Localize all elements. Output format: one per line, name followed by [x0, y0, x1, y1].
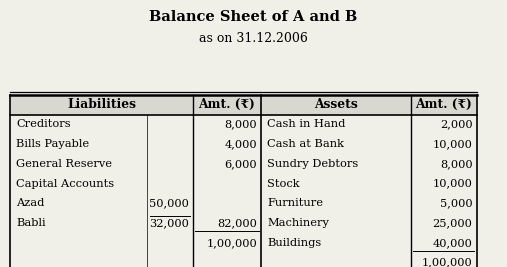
Text: 1,00,000: 1,00,000 — [206, 238, 257, 248]
Text: 40,000: 40,000 — [432, 238, 473, 248]
Text: 32,000: 32,000 — [149, 218, 189, 228]
FancyBboxPatch shape — [10, 95, 477, 115]
Text: 82,000: 82,000 — [217, 218, 257, 228]
Text: 10,000: 10,000 — [432, 179, 473, 189]
Text: 2,000: 2,000 — [440, 119, 473, 129]
Text: Bills Payable: Bills Payable — [16, 139, 89, 149]
Text: 1,00,000: 1,00,000 — [422, 258, 473, 267]
Text: Babli: Babli — [16, 218, 46, 228]
Text: 4,000: 4,000 — [225, 139, 257, 149]
Text: 10,000: 10,000 — [432, 139, 473, 149]
Text: Amt. (₹): Amt. (₹) — [199, 98, 255, 111]
Text: 8,000: 8,000 — [440, 159, 473, 169]
Text: Amt. (₹): Amt. (₹) — [415, 98, 472, 111]
Text: General Reserve: General Reserve — [16, 159, 112, 169]
Text: 8,000: 8,000 — [225, 119, 257, 129]
Text: Stock: Stock — [267, 179, 300, 189]
Text: Furniture: Furniture — [267, 198, 323, 208]
Text: Balance Sheet of A and B: Balance Sheet of A and B — [150, 10, 357, 24]
Text: Cash in Hand: Cash in Hand — [267, 119, 346, 129]
Text: Assets: Assets — [314, 98, 358, 111]
Text: Creditors: Creditors — [16, 119, 71, 129]
Text: Machinery: Machinery — [267, 218, 329, 228]
Text: Capital Accounts: Capital Accounts — [16, 179, 115, 189]
Text: Azad: Azad — [16, 198, 45, 208]
Text: as on 31.12.2006: as on 31.12.2006 — [199, 33, 308, 45]
Text: Liabilities: Liabilities — [67, 98, 136, 111]
Text: 25,000: 25,000 — [432, 218, 473, 228]
Text: Cash at Bank: Cash at Bank — [267, 139, 344, 149]
Text: 50,000: 50,000 — [149, 198, 189, 208]
Text: 6,000: 6,000 — [225, 159, 257, 169]
Text: Buildings: Buildings — [267, 238, 321, 248]
Text: Sundry Debtors: Sundry Debtors — [267, 159, 358, 169]
Text: 5,000: 5,000 — [440, 198, 473, 208]
